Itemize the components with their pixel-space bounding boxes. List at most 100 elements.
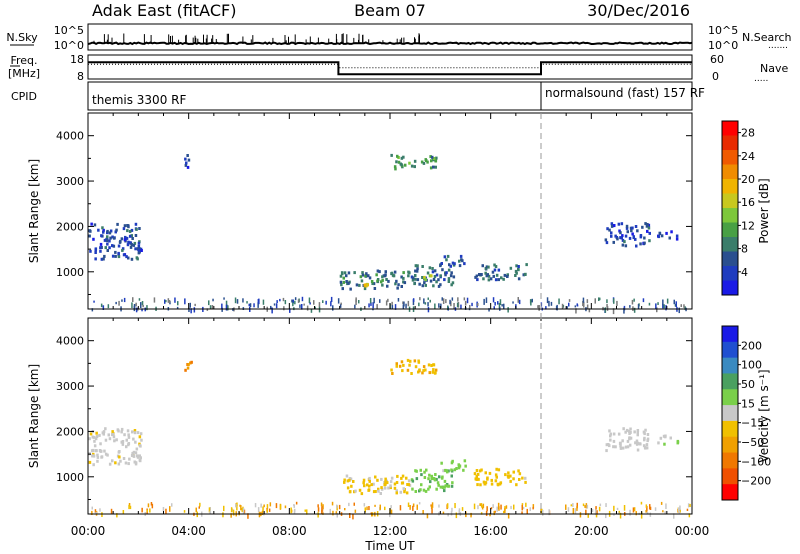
scatter-cell: [616, 300, 618, 306]
echo-cell: [409, 359, 412, 363]
scatter-cell: [102, 305, 105, 310]
echo-cell: [445, 258, 448, 262]
echo-cell: [634, 441, 637, 445]
echo-cell: [130, 228, 134, 232]
scatter-cell: [91, 308, 94, 312]
echo-cell: [116, 222, 119, 226]
echo-cell: [459, 254, 463, 258]
scatter-cell: [665, 305, 667, 311]
scatter-cell: [330, 301, 332, 307]
nave-tick-top: 60: [710, 53, 724, 66]
scatter-cell: [660, 501, 663, 505]
echo-cell: [629, 427, 632, 431]
scatter-cell: [165, 300, 167, 303]
echo-cell: [411, 487, 414, 491]
echo-cell: [635, 244, 638, 248]
echo-cell: [94, 251, 97, 254]
echo-cell: [434, 368, 438, 372]
echo-cell: [129, 245, 133, 249]
x-axis-label: Time UT: [364, 539, 415, 553]
echo-cell: [355, 283, 359, 287]
echo-cell: [657, 235, 661, 239]
scatter-cell: [279, 298, 281, 302]
scatter-cell: [680, 304, 682, 307]
echo-cell: [393, 482, 397, 486]
scatter-cell: [501, 304, 503, 307]
echo-cell: [419, 488, 422, 492]
echo-cell: [98, 433, 101, 437]
echo-cell: [400, 163, 403, 167]
echo-cell: [109, 229, 113, 233]
scatter-cell: [211, 305, 214, 309]
scatter-cell: [427, 297, 429, 300]
echo-cell: [93, 444, 97, 448]
echo-cell: [642, 430, 646, 434]
echo-cell: [641, 225, 644, 229]
scatter-cell: [434, 303, 436, 309]
echo-cell: [434, 165, 437, 169]
nave-line: [88, 63, 692, 69]
echo-cell: [616, 237, 619, 241]
echo-cell: [517, 277, 521, 281]
scatter-cell: [648, 302, 651, 306]
scatter-cell: [674, 303, 677, 307]
scatter-cell: [353, 502, 355, 506]
echo-cell: [133, 460, 136, 464]
scatter-cell: [335, 511, 338, 515]
scatter-cell: [441, 297, 443, 301]
echo-cell: [138, 435, 142, 439]
scatter-cell: [142, 304, 144, 308]
echo-cell: [100, 246, 103, 249]
echo-cell: [635, 439, 639, 443]
echo-cell: [435, 273, 439, 277]
echo-cell: [352, 480, 355, 483]
echo-cell: [450, 271, 453, 275]
echo-cell: [95, 435, 99, 438]
echo-cell: [114, 230, 117, 234]
scatter-cell: [561, 303, 564, 310]
velocity-plot-frame: [87, 317, 693, 515]
echo-cell: [493, 268, 497, 272]
noise-right-dots: .......: [768, 41, 788, 51]
scatter-cell: [169, 506, 171, 512]
echo-cell: [435, 280, 438, 284]
scatter-cell: [454, 503, 456, 509]
scatter-cell: [583, 301, 585, 308]
scatter-cell: [649, 504, 651, 510]
echo-cell: [427, 477, 430, 481]
echo-cell: [345, 474, 349, 478]
echo-cell: [623, 240, 626, 244]
echo-cell: [387, 279, 390, 283]
echo-cell: [389, 484, 392, 488]
echo-cell: [358, 283, 361, 287]
colorbar-frame: [721, 325, 739, 501]
echo-cell: [93, 439, 96, 443]
echo-cell: [129, 241, 132, 245]
scatter-cell: [193, 307, 196, 313]
echo-cell: [122, 227, 126, 231]
echo-cell: [644, 222, 647, 226]
scatter-cell: [339, 304, 342, 308]
scatter-cell: [646, 506, 648, 512]
echo-cell: [463, 459, 467, 463]
echo-cell: [127, 442, 131, 445]
scatter-cell: [303, 303, 305, 306]
scatter-cell: [613, 505, 615, 512]
scatter-cell: [402, 301, 404, 305]
scatter-cell: [673, 299, 675, 305]
echo-cell: [90, 222, 93, 226]
echo-cell: [612, 240, 615, 244]
scatter-cell: [517, 297, 519, 303]
colorbar-tick-label: 12: [741, 219, 755, 232]
scatter-cell: [131, 302, 133, 309]
echo-cell: [99, 242, 103, 246]
scatter-cell: [331, 501, 334, 506]
scatter-cell: [221, 303, 223, 310]
scatter-cell: [209, 305, 212, 310]
scatter-cell: [565, 504, 567, 510]
echo-cell: [104, 427, 107, 431]
echo-cell: [117, 450, 121, 454]
scatter-cell: [376, 304, 378, 310]
echo-cell: [406, 358, 410, 362]
scatter-cell: [209, 510, 211, 515]
